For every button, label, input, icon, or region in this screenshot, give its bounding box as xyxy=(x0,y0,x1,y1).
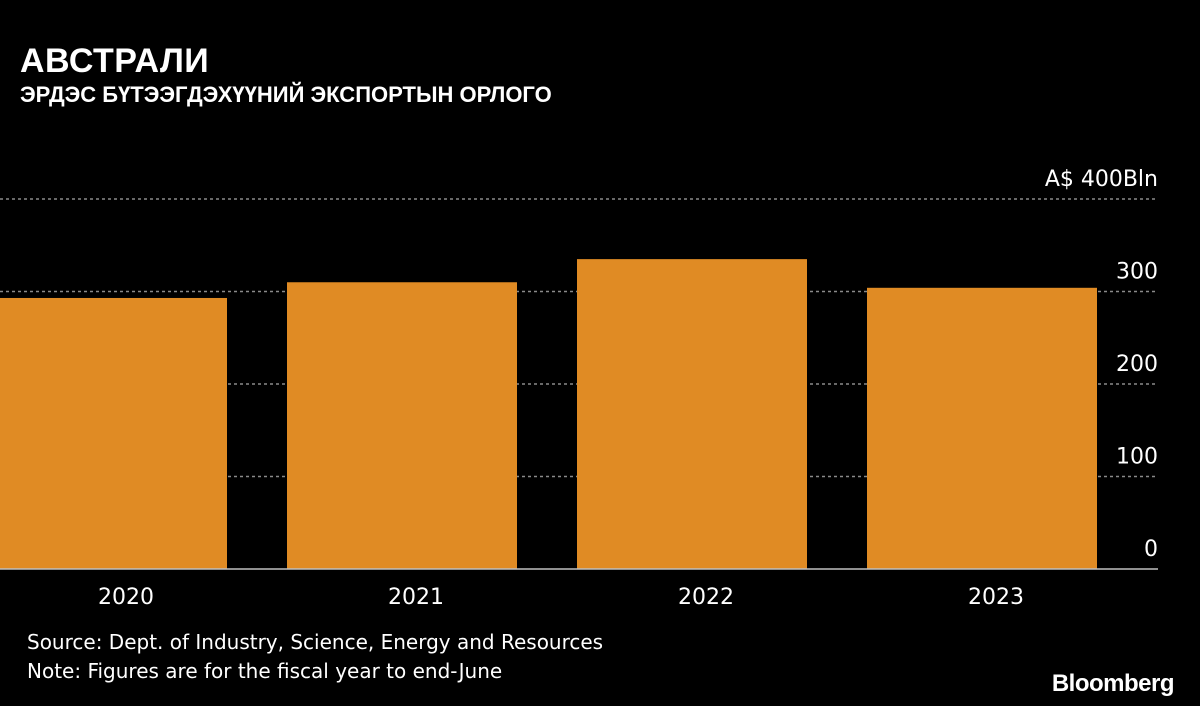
bar-2021 xyxy=(287,282,517,569)
x-tick-label: 2022 xyxy=(678,585,734,610)
source-note: Source: Dept. of Industry, Science, Ener… xyxy=(27,630,604,654)
x-axis-tick-labels: 2020 2021 2022 2023 xyxy=(98,585,1024,610)
y-tick-label: 200 xyxy=(1116,352,1158,377)
bloomberg-logo: Bloomberg xyxy=(1051,670,1175,697)
y-tick-label: 100 xyxy=(1116,445,1158,470)
chart-title: АВСТРАЛИ xyxy=(20,42,210,80)
chart-subtitle: ЭРДЭС БҮТЭЭГДЭХҮҮНИЙ ЭКСПОРТЫН ОРЛОГО xyxy=(20,82,552,107)
bar-2022 xyxy=(577,259,807,569)
footnote: Note: Figures are for the fiscal year to… xyxy=(27,659,503,683)
bar-2023 xyxy=(867,287,1097,569)
y-axis-tick-labels: 0 100 200 300 A$ 400Bln xyxy=(1045,167,1158,562)
y-tick-label: A$ 400Bln xyxy=(1045,167,1158,192)
x-tick-label: 2020 xyxy=(98,585,154,610)
y-tick-label: 0 xyxy=(1144,537,1158,562)
x-tick-label: 2023 xyxy=(968,585,1024,610)
bars xyxy=(0,259,1097,569)
y-tick-label: 300 xyxy=(1116,260,1158,285)
bar-2020 xyxy=(0,297,227,569)
x-tick-label: 2021 xyxy=(388,585,444,610)
